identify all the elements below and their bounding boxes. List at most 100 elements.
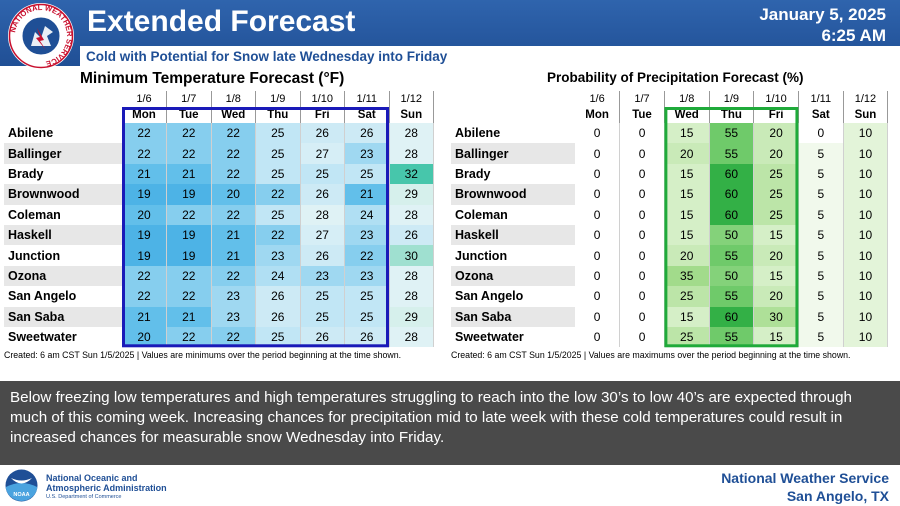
value-cell: 5 [798, 143, 844, 164]
value-cell: 22 [166, 123, 212, 144]
value-cell: 22 [211, 265, 256, 287]
value-cell: 22 [166, 326, 212, 348]
value-cell: 28 [389, 326, 434, 348]
value-cell: 0 [575, 224, 621, 246]
value-cell: 5 [798, 245, 844, 266]
value-cell: 0 [575, 143, 621, 164]
value-cell: 0 [619, 306, 665, 327]
value-cell: 23 [211, 306, 256, 327]
value-cell: 25 [300, 306, 345, 327]
table-row: Haskell 19 19 21 22 27 23 26 [4, 224, 434, 246]
forecast-date: January 5, 2025 [759, 5, 886, 24]
value-cell: 0 [619, 286, 665, 307]
pop-table: 1/6 1/7 1/8 1/9 1/10 1/11 1/12 Mon Tue Wed Thu Fri S… [451, 91, 889, 348]
value-cell: 25 [344, 306, 390, 327]
value-cell: 22 [122, 265, 167, 287]
value-cell: 23 [211, 286, 256, 307]
forecast-discussion: Below freezing low temperatures and high… [0, 381, 900, 465]
table-row: Brownwood 0 0 15 60 25 5 10 [451, 184, 889, 205]
city-name: Junction [4, 245, 122, 266]
value-cell: 0 [619, 204, 665, 225]
value-cell: 30 [389, 245, 434, 266]
city-name: Abilene [4, 123, 122, 144]
value-cell: 20 [211, 184, 256, 205]
value-cell: 24 [255, 265, 301, 287]
city-name: Junction [451, 245, 575, 266]
value-cell: 22 [255, 224, 301, 246]
value-cell: 0 [575, 286, 621, 307]
table-row: Abilene 22 22 22 25 26 26 28 [4, 123, 434, 144]
value-cell: 21 [166, 306, 212, 327]
pop-date-header: 1/9 [709, 91, 755, 107]
value-cell: 10 [843, 123, 889, 144]
pop-caption: Created: 6 am CST Sun 1/5/2025 | Values … [451, 350, 851, 360]
value-cell: 5 [798, 326, 844, 348]
value-cell: 20 [753, 245, 799, 266]
value-cell: 5 [798, 286, 844, 307]
value-cell: 21 [122, 163, 167, 185]
value-cell: 28 [389, 204, 434, 225]
pop-date-header: 1/12 [843, 91, 889, 107]
value-cell: 22 [211, 204, 256, 225]
pop-date-header: 1/8 [664, 91, 710, 107]
value-cell: 25 [300, 163, 345, 185]
value-cell: 26 [300, 123, 345, 144]
value-cell: 25 [753, 204, 799, 225]
table-row: Haskell 0 0 15 50 15 5 10 [451, 224, 889, 246]
value-cell: 25 [255, 204, 301, 225]
table-row: Junction 0 0 20 55 20 5 10 [451, 245, 889, 266]
value-cell: 28 [389, 123, 434, 144]
value-cell: 28 [300, 204, 345, 225]
value-cell: 19 [166, 224, 212, 246]
value-cell: 25 [344, 163, 390, 185]
header-corner [451, 107, 575, 123]
value-cell: 23 [255, 245, 301, 266]
table-row: Coleman 20 22 22 25 28 24 28 [4, 204, 434, 225]
subtitle-bar [80, 46, 900, 68]
value-cell: 20 [753, 286, 799, 307]
value-cell: 23 [300, 265, 345, 287]
value-cell: 10 [843, 245, 889, 266]
value-cell: 22 [166, 265, 212, 287]
value-cell: 25 [664, 326, 710, 348]
value-cell: 19 [166, 184, 212, 205]
value-cell: 55 [709, 123, 755, 144]
city-name: Ballinger [451, 143, 575, 164]
min_temp-date-header-row: 1/6 1/7 1/8 1/9 1/10 1/11 1/12 [4, 91, 434, 107]
pop-date-header: 1/7 [619, 91, 665, 107]
value-cell: 26 [344, 326, 390, 348]
value-cell: 22 [122, 123, 167, 144]
value-cell: 29 [389, 184, 434, 205]
value-cell: 0 [575, 123, 621, 144]
noaa-dept: U.S. Department of Commerce [46, 494, 122, 500]
min_temp-day-header: Wed [211, 107, 256, 123]
value-cell: 55 [709, 286, 755, 307]
table-row: Abilene 0 0 15 55 20 0 10 [451, 123, 889, 144]
table-row: Ballinger 0 0 20 55 20 5 10 [451, 143, 889, 164]
value-cell: 55 [709, 245, 755, 266]
value-cell: 22 [122, 143, 167, 164]
value-cell: 20 [664, 245, 710, 266]
pop-date-header: 1/10 [753, 91, 799, 107]
min_temp-date-header: 1/9 [255, 91, 301, 107]
city-name: San Saba [451, 306, 575, 327]
min_temp-day-header: Sun [389, 107, 434, 123]
value-cell: 28 [389, 265, 434, 287]
city-name: Brownwood [451, 184, 575, 205]
value-cell: 26 [344, 123, 390, 144]
value-cell: 15 [753, 224, 799, 246]
value-cell: 55 [709, 143, 755, 164]
value-cell: 22 [211, 123, 256, 144]
min_temp-date-header: 1/10 [300, 91, 345, 107]
city-name: Ozona [451, 265, 575, 287]
city-name: Haskell [451, 224, 575, 246]
nws-logo: NATIONAL WEATHER SERVICE [8, 3, 74, 69]
pop-day-header: Wed [664, 107, 710, 123]
value-cell: 21 [344, 184, 390, 205]
noaa-name-line2: Atmospheric Administration [46, 483, 167, 493]
pop-date-header-row: 1/6 1/7 1/8 1/9 1/10 1/11 1/12 [451, 91, 889, 107]
value-cell: 5 [798, 306, 844, 327]
value-cell: 10 [843, 143, 889, 164]
value-cell: 0 [575, 326, 621, 348]
value-cell: 21 [211, 224, 256, 246]
